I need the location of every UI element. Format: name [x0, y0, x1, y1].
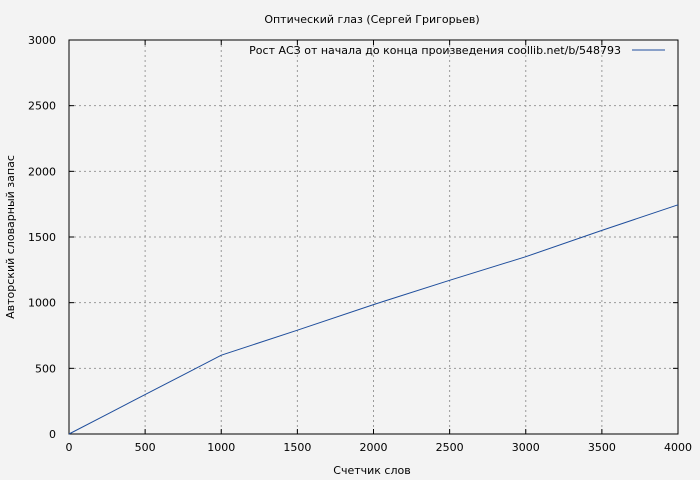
- x-tick-label: 2500: [436, 441, 464, 454]
- y-tick-label: 1500: [28, 231, 56, 244]
- series-line: [68, 204, 679, 435]
- chart-title: Оптический глаз (Сергей Григорьев): [264, 13, 479, 26]
- x-axis-label: Счетчик слов: [333, 464, 410, 477]
- x-tick-label: 0: [66, 441, 73, 454]
- y-axis-label: Авторский словарный запас: [4, 155, 17, 319]
- y-tick-label: 0: [49, 428, 56, 441]
- legend-label: Рост АСЗ от начала до конца произведения…: [249, 44, 621, 57]
- x-tick-label: 2000: [360, 441, 388, 454]
- legend: Рост АСЗ от начала до конца произведения…: [249, 44, 665, 57]
- y-tick-label: 3000: [28, 34, 56, 47]
- y-tick-label: 500: [35, 362, 56, 375]
- grid: [69, 40, 678, 434]
- y-tick-label: 1000: [28, 297, 56, 310]
- series-layer: [68, 204, 679, 435]
- ticks: 0 500 1000 1500 2000 2500 3000 3500 4000 0 500 1000…: [28, 34, 692, 454]
- x-tick-label: 3000: [512, 441, 540, 454]
- y-tick-label: 2500: [28, 100, 56, 113]
- y-tick-label: 2000: [28, 165, 56, 178]
- x-tick-label: 3500: [588, 441, 616, 454]
- x-tick-label: 500: [135, 441, 156, 454]
- x-tick-label: 1500: [283, 441, 311, 454]
- x-tick-label: 4000: [664, 441, 692, 454]
- x-tick-label: 1000: [207, 441, 235, 454]
